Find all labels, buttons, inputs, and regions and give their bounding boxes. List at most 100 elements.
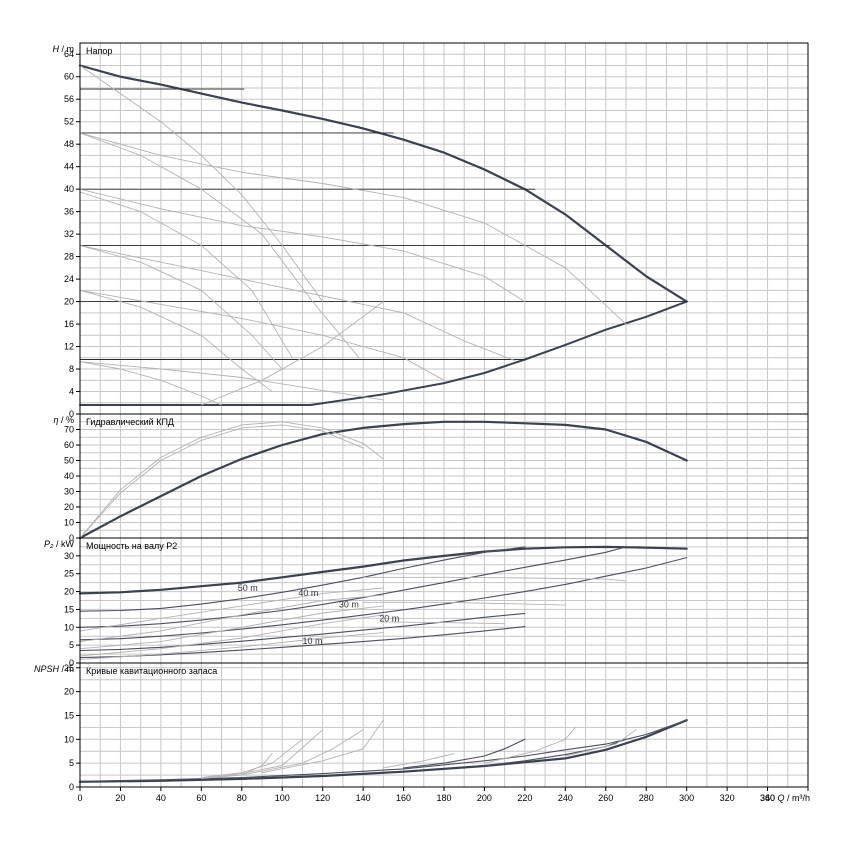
x-tick-label: 20 [115,793,125,803]
y-tick-label-eff: 10 [64,518,74,528]
power-curve-power [79,626,526,659]
y-tick-label-head: 36 [64,207,74,217]
x-axis-sep: / [784,793,792,803]
y-axis-sep: / [58,415,66,425]
y-tick-label-npsh: 10 [64,734,74,744]
sub-curve-npsh [483,726,576,764]
curve-label: 10 m [302,636,322,646]
power-curve-power [79,546,627,628]
sub-curve-power [79,587,384,632]
y-axis-sep: / [53,539,61,549]
sub-curve-power [79,614,384,657]
curve-layer [78,64,688,783]
x-tick-label: 260 [598,793,613,803]
sub-curve-npsh [564,729,637,757]
x-tick-label: 120 [315,793,330,803]
power-curve-power [79,557,688,641]
panel-title-power: Мощность на валу P2 [86,541,177,551]
sub-curve-npsh [200,753,273,779]
sub-curve-power [79,632,384,660]
sub-curve-head [79,65,324,303]
max-curve-npsh [78,719,688,783]
power-curve-npsh [483,738,627,767]
y-tick-label-npsh: 25 [64,663,74,673]
sub-curve-head [79,244,283,370]
sub-curve-head [79,289,445,381]
x-tick-label: 180 [436,793,451,803]
y-axis-unit: m [67,44,75,54]
x-axis-unit: m³/h [792,793,810,803]
y-tick-label-power: 25 [64,569,74,579]
x-tick-label: 160 [396,793,411,803]
y-tick-label-head: 44 [64,162,74,172]
x-tick-label: 340 [760,793,775,803]
y-tick-label-npsh: 5 [69,758,74,768]
y-tick-label-power: 20 [64,587,74,597]
y-tick-label-head: 16 [64,319,74,329]
sub-curve-npsh [261,719,384,774]
y-tick-label-head: 40 [64,184,74,194]
curve-label: 20 m [379,614,399,624]
y-tick-label-npsh: 15 [64,710,74,720]
sub-curve-npsh [200,729,324,779]
sub-curve-npsh [382,753,455,769]
sub-curve-head [79,191,293,359]
sub-curve-eff [79,424,364,539]
sub-curve-eff [79,421,384,539]
max-curve-power [78,545,688,595]
panel-title-head: Напор [86,46,112,56]
y-tick-label-power: 0 [69,658,74,668]
y-tick-label-head: 4 [69,387,74,397]
sub-curve-head [79,188,526,303]
y-axis-name: H [52,44,59,54]
x-tick-label: 60 [196,793,206,803]
power-curve-npsh [403,738,526,769]
sub-curve-head [79,361,384,401]
x-axis-name: Q [777,793,784,803]
panel-title-npsh: Кривые кавитационного запаса [86,666,217,676]
y-tick-label-power: 10 [64,622,74,632]
y-axis-sep: / [59,44,67,54]
y-tick-label-eff: 40 [64,471,74,481]
x-axis-label: 360 Q / m³/h [760,793,810,803]
y-tick-label-head: 12 [64,342,74,352]
y-axis-label-power: P₂ / kW [44,539,74,549]
y-tick-label-npsh: 0 [69,782,74,792]
x-tick-label: 240 [558,793,573,803]
sub-curve-head [79,132,627,325]
y-axis-unit: % [66,415,74,425]
x-tick-label-last: 360 [760,793,778,803]
sub-curve-head [79,244,516,362]
y-tick-label-head: 0 [69,409,74,419]
panel-title-eff: Гидравлический КПД [86,417,174,427]
y-tick-label-power: 30 [64,551,74,561]
x-tick-label: 0 [77,793,82,803]
x-tick-label: 100 [275,793,290,803]
y-tick-label-head: 8 [69,364,74,374]
y-tick-label-head: 56 [64,94,74,104]
y-axis-label-npsh: NPSH / m [34,664,74,674]
y-tick-label-head: 32 [64,229,74,239]
sub-curve-head [79,132,360,359]
x-tick-label: 320 [720,793,735,803]
sub-curve-power [362,601,566,606]
sub-curve-head [79,289,273,392]
y-tick-label-eff: 20 [64,502,74,512]
y-tick-label-head: 20 [64,297,74,307]
y-axis-label-head: H / m [52,44,74,54]
y-axis-name: NPSH [34,664,60,674]
min-curve-head [79,300,688,406]
sub-curve-power [382,621,506,625]
sub-curve-power [79,594,384,643]
y-axis-label-eff: η / % [53,415,74,425]
power-curve-npsh [79,719,688,782]
x-tick-label: 220 [517,793,532,803]
frame-layer [76,42,809,791]
curve-label: 50 m [238,583,258,593]
y-tick-label-head: 60 [64,72,74,82]
sub-curve-head [79,361,223,406]
x-tick-label: 80 [237,793,247,803]
y-tick-label-head: 64 [64,49,74,59]
x-tick-label: 300 [679,793,694,803]
